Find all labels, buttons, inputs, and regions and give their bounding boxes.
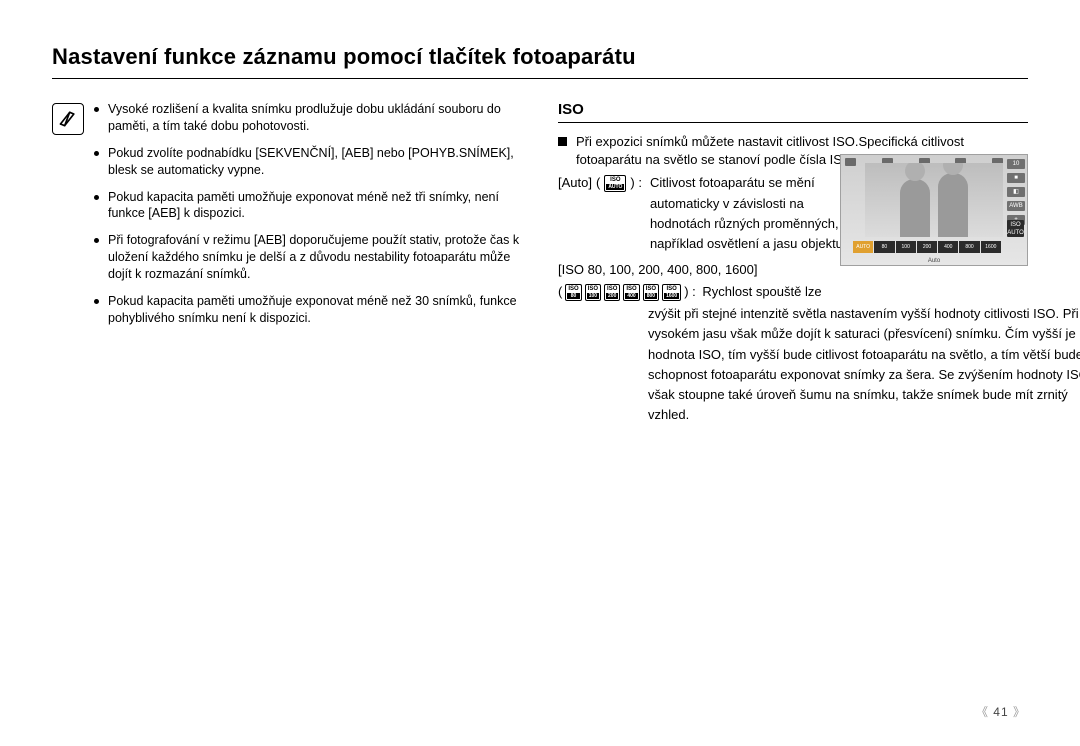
iso-400-icon: ISO400 [623, 284, 639, 301]
preview-right-stack: 10 ■ ◧ AWB ± [1007, 159, 1025, 225]
preview-iso-strip: AUTO 80 100 200 400 800 1600 [853, 241, 1001, 253]
iso-body: [Auto] ( ISOAUTO ) : Citlivost fotoapará… [558, 173, 848, 425]
notes-list: Vysoké rozlišení a kvalita snímku prodlu… [94, 101, 532, 337]
iso-100-icon: ISO100 [585, 284, 601, 301]
auto-label: [Auto] ( ISOAUTO ) : [558, 173, 642, 193]
iso-800-icon: ISO800 [643, 284, 659, 301]
preview-auto-label: Auto [928, 258, 940, 264]
note-item: Pokud kapacita paměti umožňuje exponovat… [94, 189, 532, 223]
preview-photo [865, 163, 1003, 237]
iso-auto-icon: ISOAUTO [604, 175, 626, 192]
note-item: Vysoké rozlišení a kvalita snímku prodlu… [94, 101, 532, 135]
speed-intro: Rychlost spouště lze [702, 282, 821, 302]
auto-desc: Citlivost fotoaparátu se mění automatick… [650, 173, 848, 254]
speed-body: zvýšit při stejné intenzitě světla nasta… [648, 304, 1080, 425]
note-item: Pokud zvolíte podnabídku [SEKVENČNÍ], [A… [94, 145, 532, 179]
note-icon [52, 103, 84, 135]
page-title: Nastavení funkce záznamu pomocí tlačítek… [52, 44, 1028, 79]
note-item: Při fotografování v režimu [AEB] doporuč… [94, 232, 532, 283]
camera-preview: 10 ■ ◧ AWB ± ISOAUTO AUTO 80 100 200 400… [840, 154, 1028, 266]
note-item: Pokud kapacita paměti umožňuje exponovat… [94, 293, 532, 327]
iso-values: [ISO 80, 100, 200, 400, 800, 1600] [558, 260, 848, 280]
page-number: 41 [976, 703, 1026, 720]
iso-1600-icon: ISO1600 [662, 284, 681, 301]
iso-icons-row: ( ISO80 ISO100 ISO200 ISO400 ISO800 ISO1… [558, 282, 848, 302]
preview-iso-badge: ISOAUTO [1007, 220, 1024, 237]
iso-200-icon: ISO200 [604, 284, 620, 301]
iso-heading: ISO [558, 101, 1028, 123]
iso-80-icon: ISO80 [565, 284, 581, 301]
left-column: Vysoké rozlišení a kvalita snímku prodlu… [52, 101, 532, 425]
